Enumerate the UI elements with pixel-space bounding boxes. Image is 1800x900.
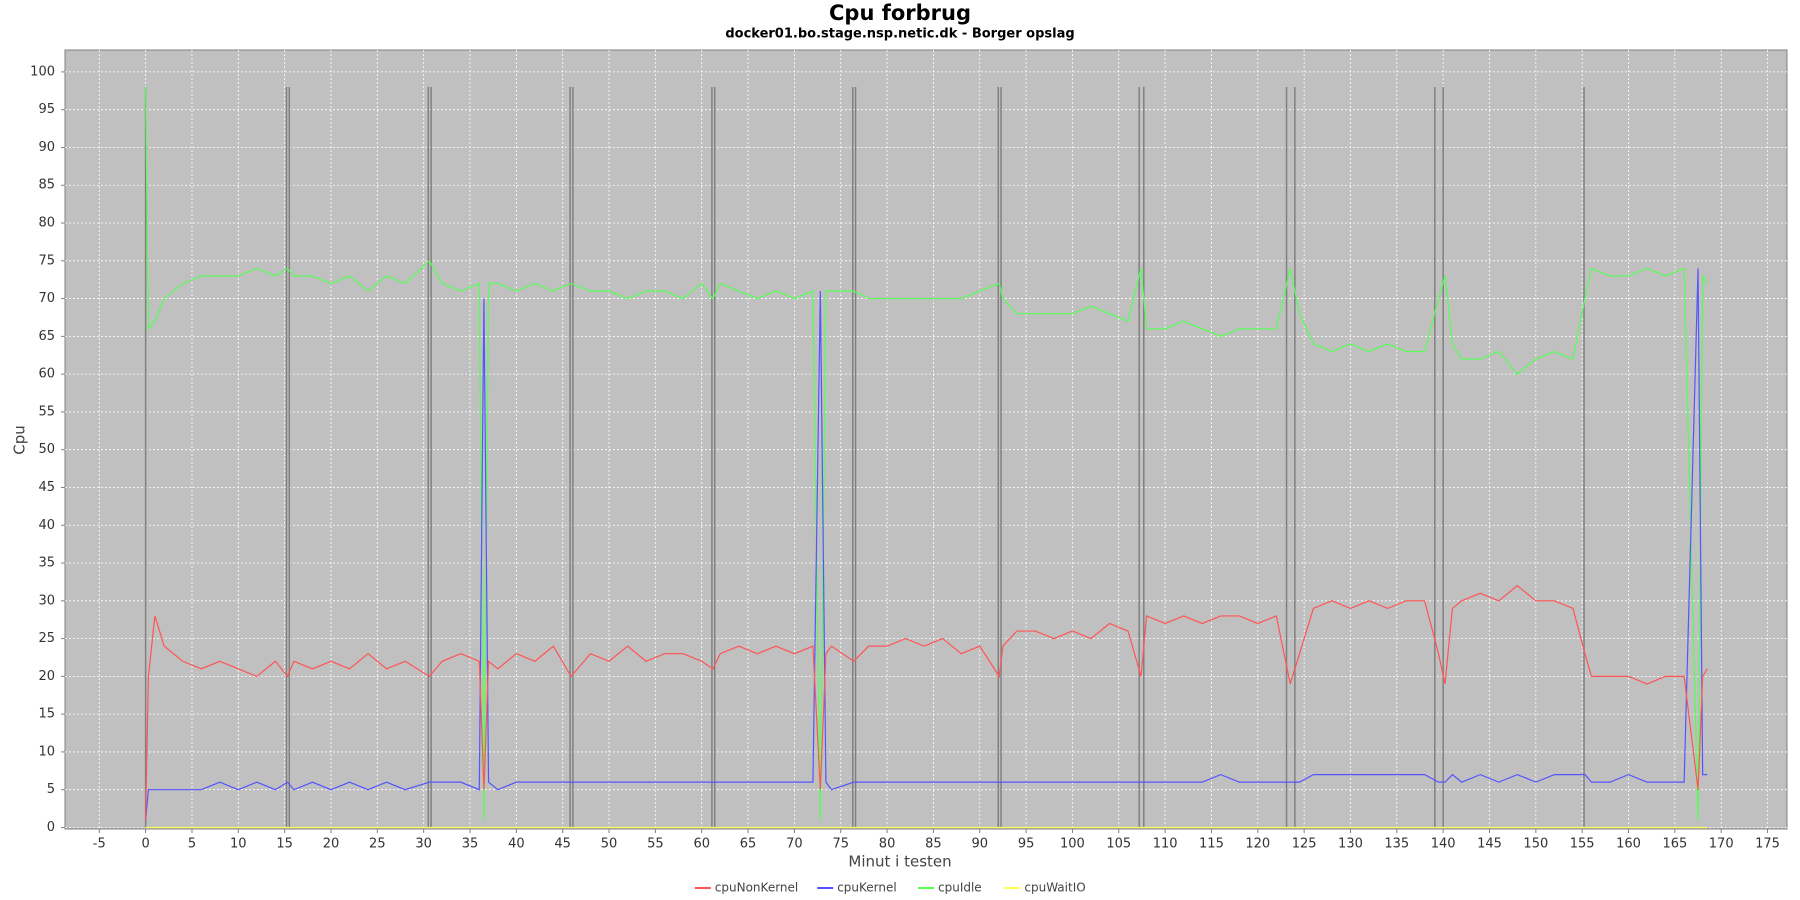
plot-area [64, 49, 1788, 830]
x-tick-label: 55 [647, 837, 664, 852]
y-tick-label: 5 [47, 782, 55, 797]
x-tick-label: 125 [1292, 837, 1317, 852]
series-line [145, 268, 1708, 820]
y-tick-label: 20 [38, 669, 55, 684]
x-tick-label: 35 [462, 837, 479, 852]
x-tick-label: 0 [141, 837, 149, 852]
x-tick-label: 25 [369, 837, 386, 852]
x-tick-label: 10 [230, 837, 247, 852]
x-tick-label: 150 [1523, 837, 1548, 852]
y-tick-label: 70 [38, 291, 55, 306]
x-tick-label: 175 [1755, 837, 1780, 852]
y-tick-label: 100 [30, 64, 55, 79]
y-tick-label: 35 [38, 556, 55, 571]
x-tick-label: 110 [1153, 837, 1178, 852]
y-tick-label: 65 [38, 329, 55, 344]
y-tick-label: 95 [38, 102, 55, 117]
y-tick-label: 15 [38, 707, 55, 722]
x-tick-label: 50 [601, 837, 618, 852]
legend-label: cpuWaitIO [1024, 881, 1085, 895]
x-tick-label: 70 [786, 837, 803, 852]
y-tick-label: 80 [38, 216, 55, 231]
chart-subtitle: docker01.bo.stage.nsp.netic.dk - Borger … [725, 27, 1074, 42]
y-tick-label: 90 [38, 140, 55, 155]
x-tick-label: 30 [415, 837, 432, 852]
x-tick-label: 85 [925, 837, 942, 852]
chart-title: Cpu forbrug [829, 1, 971, 25]
x-axis-title: Minut i testen [848, 853, 951, 871]
x-tick-label: 135 [1384, 837, 1409, 852]
x-tick-label: 20 [323, 837, 340, 852]
series-line [145, 87, 1708, 820]
legend-label: cpuIdle [938, 881, 982, 895]
y-tick-label: 55 [38, 404, 55, 419]
y-tick-label: 25 [38, 631, 55, 646]
x-tick-label: 45 [554, 837, 571, 852]
x-tick-label: 15 [276, 837, 293, 852]
y-tick-label: 45 [38, 480, 55, 495]
x-tick-label: 65 [740, 837, 757, 852]
y-tick-label: 40 [38, 518, 55, 533]
x-tick-label: 140 [1431, 837, 1456, 852]
x-tick-label: 165 [1662, 837, 1687, 852]
y-tick-label: 60 [38, 367, 55, 382]
y-axis-title: Cpu [11, 425, 29, 455]
x-tick-label: 75 [832, 837, 849, 852]
x-tick-label: 130 [1338, 837, 1363, 852]
series-line [145, 584, 1708, 820]
x-tick-label: 160 [1616, 837, 1641, 852]
legend-label: cpuNonKernel [715, 881, 798, 895]
x-tick-label: 105 [1106, 837, 1131, 852]
x-tick-label: 145 [1477, 837, 1502, 852]
x-tick-label: 100 [1060, 837, 1085, 852]
x-tick-label: 115 [1199, 837, 1224, 852]
x-tick-label: -5 [93, 837, 106, 852]
y-tick-label: 30 [38, 593, 55, 608]
x-tick-label: 170 [1709, 837, 1734, 852]
x-tick-label: 5 [188, 837, 196, 852]
y-tick-label: 75 [38, 253, 55, 268]
x-tick-label: 80 [879, 837, 896, 852]
x-tick-label: 60 [693, 837, 710, 852]
legend-label: cpuKernel [837, 881, 897, 895]
x-tick-label: 40 [508, 837, 525, 852]
y-tick-label: 50 [38, 442, 55, 457]
x-tick-label: 90 [971, 837, 988, 852]
x-tick-label: 95 [1018, 837, 1035, 852]
y-tick-label: 0 [47, 820, 55, 835]
y-tick-label: 10 [38, 744, 55, 759]
x-tick-label: 120 [1245, 837, 1270, 852]
x-tick-label: 155 [1570, 837, 1595, 852]
y-tick-label: 85 [38, 178, 55, 193]
